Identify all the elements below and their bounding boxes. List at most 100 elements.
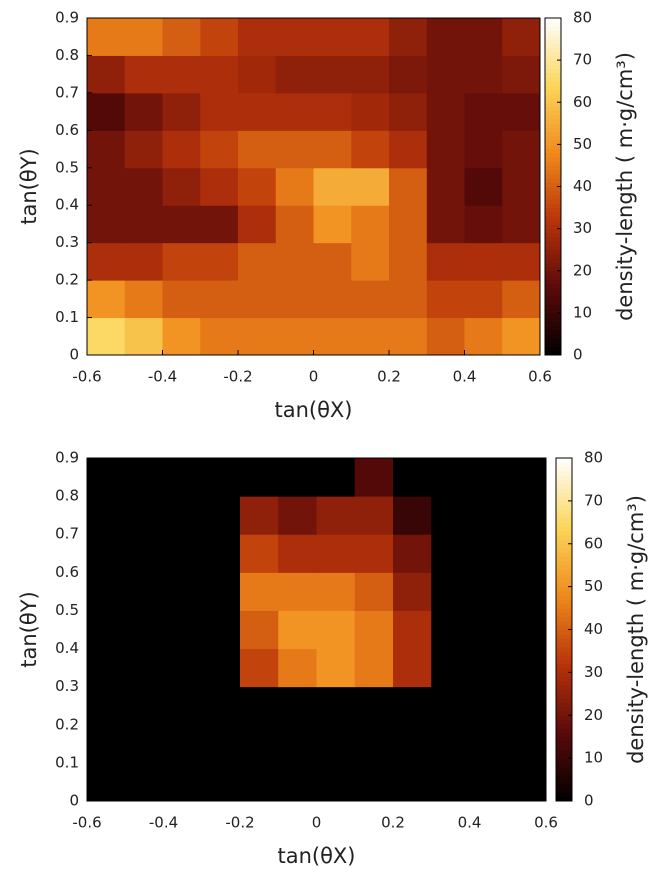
colorbar-step (545, 274, 561, 280)
heat-cell (393, 496, 432, 535)
colorbar-step (556, 655, 572, 661)
colorbar-step (545, 312, 561, 318)
y-tick-label: 0.1 (55, 753, 79, 771)
colorbar-step (556, 740, 572, 746)
colorbar-step (556, 479, 572, 485)
heat-cell (351, 130, 390, 169)
heat-cell (125, 572, 164, 611)
heat-cell (354, 458, 394, 497)
colorbar-tick-label: 80 (573, 9, 592, 27)
colorbar-step (545, 114, 561, 120)
colorbar-step (556, 620, 572, 626)
heat-cell (464, 167, 503, 206)
y-tick-label: 0.2 (55, 271, 79, 289)
heat-cell (124, 130, 163, 169)
heat-cell (313, 167, 352, 206)
colorbar-step (556, 728, 572, 733)
heat-cell (163, 686, 203, 726)
heat-cell (507, 610, 547, 650)
colorbar-step (545, 300, 561, 305)
y-tick-label: 0.2 (55, 715, 79, 733)
heat-cell (469, 534, 509, 573)
heat-cell (426, 18, 465, 56)
heat-cell (507, 534, 547, 573)
heat-cell (502, 242, 541, 281)
colorbar-step (556, 488, 572, 493)
colorbar-step (545, 270, 561, 276)
colorbar-step (556, 638, 572, 643)
y-tick-label: 0.5 (55, 158, 79, 176)
x-tick-label: -0.2 (223, 368, 252, 386)
heat-cell (426, 242, 465, 281)
heat-cell (507, 762, 547, 802)
colorbar-step (545, 178, 561, 183)
y-tick-label: 0.9 (55, 449, 79, 467)
colorbar-step (556, 663, 572, 669)
heat-cell (238, 280, 277, 319)
heat-cell (278, 724, 317, 764)
heat-cell (125, 458, 164, 497)
colorbar-step (545, 165, 561, 171)
heat-cell (278, 762, 317, 802)
colorbar-step (545, 22, 561, 27)
heat-cell (275, 18, 314, 56)
colorbar-step (545, 81, 561, 86)
heat-cell (163, 572, 203, 611)
heat-cell (163, 724, 203, 764)
colorbar-step (556, 706, 572, 712)
colorbar-step (545, 329, 561, 335)
heat-cell (351, 242, 390, 281)
colorbar-step (556, 535, 572, 540)
heat-cell (162, 18, 201, 56)
heat-cell (87, 92, 126, 131)
colorbar-step (545, 279, 561, 284)
colorbar-step (545, 262, 561, 268)
colorbar-step (556, 646, 572, 652)
colorbar-step (545, 173, 561, 179)
x-tick-label: 0 (312, 814, 322, 832)
colorbar-step (545, 304, 561, 310)
heat-cell (426, 317, 465, 356)
heat-cell (313, 242, 352, 281)
heat-cell (278, 496, 317, 535)
heat-cell (200, 280, 239, 319)
heat-cell (201, 762, 241, 802)
colorbar-step (556, 736, 572, 742)
heat-cell (240, 534, 279, 573)
heat-cell (275, 280, 314, 319)
heat-cell (316, 534, 356, 573)
colorbar-step (556, 698, 572, 703)
x-tick-label: -0.2 (225, 814, 254, 832)
heat-cell (275, 130, 314, 169)
heat-cell (238, 18, 277, 56)
heat-cell (464, 205, 503, 244)
heat-cell (240, 496, 279, 535)
colorbar-step (545, 224, 561, 230)
heat-cell (162, 92, 201, 131)
heat-cell (431, 610, 470, 650)
y-tick-label: 0 (69, 346, 79, 364)
heat-cell (351, 55, 390, 94)
colorbar-step (545, 350, 561, 356)
colorbar-step (545, 249, 561, 255)
heat-cell (351, 167, 390, 206)
heat-cell (87, 130, 126, 169)
y-tick-label: 0.1 (55, 308, 79, 326)
heat-cell (278, 648, 317, 688)
x-tick-label: 0.6 (528, 368, 552, 386)
heat-cell (201, 610, 241, 650)
heat-cell (469, 686, 509, 726)
heat-cell (431, 496, 470, 535)
heat-cell (389, 130, 428, 169)
colorbar-tick-label: 20 (584, 706, 603, 724)
colorbar-step (556, 719, 572, 725)
heat-cell (124, 55, 163, 94)
heat-cell (389, 18, 428, 56)
heat-cell (393, 686, 432, 726)
heat-cell (507, 496, 547, 535)
x-tick-label: -0.4 (148, 368, 177, 386)
heat-cell (464, 280, 503, 319)
colorbar-step (556, 642, 572, 648)
heat-cell (87, 534, 126, 573)
